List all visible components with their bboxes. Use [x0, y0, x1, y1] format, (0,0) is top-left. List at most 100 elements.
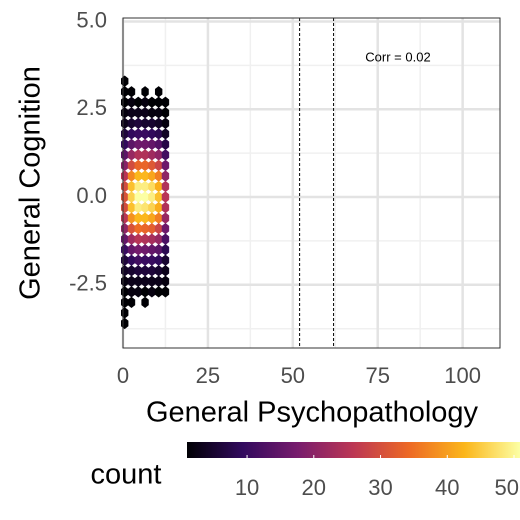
- hexbin: [127, 117, 136, 129]
- hexbin: [134, 170, 142, 182]
- hexbin: [134, 159, 142, 172]
- hexbin: [127, 128, 136, 140]
- y-tick-label: 2.5: [76, 95, 107, 120]
- hexbin: [141, 254, 149, 266]
- hexbin: [161, 170, 170, 182]
- hexbin: [148, 212, 156, 224]
- hexbin: [154, 107, 163, 119]
- hexbin: [127, 296, 136, 309]
- hexbin: [121, 191, 129, 203]
- hexbin: [121, 233, 129, 245]
- hexbin: [148, 233, 156, 245]
- hexbin: [154, 212, 163, 224]
- hexbin: [154, 222, 163, 235]
- hexbin: [148, 149, 156, 161]
- hexbin: [154, 233, 163, 245]
- hexbin: [161, 107, 170, 119]
- hexbin: [141, 138, 149, 151]
- hexbin: [134, 138, 142, 151]
- hexbin: [127, 222, 136, 235]
- annotation: Corr = 0.02: [365, 49, 430, 64]
- hexbin: [161, 254, 170, 266]
- hexbin: [161, 286, 170, 298]
- hexbin: [154, 170, 163, 182]
- hexbin: [148, 244, 156, 256]
- hexbin: [127, 244, 136, 256]
- x-tick-label: 50: [281, 363, 305, 388]
- hexbin: [134, 233, 142, 245]
- hexbin: [154, 149, 163, 161]
- hexbin: [134, 117, 142, 129]
- hexbin: [161, 117, 170, 129]
- hexbin: [161, 275, 170, 287]
- hexbin: [161, 201, 170, 214]
- hexbin: [148, 286, 156, 298]
- hexbin: [161, 128, 170, 140]
- hexbin: [161, 265, 170, 277]
- panel-border: [122, 17, 501, 349]
- hexbin: [121, 244, 129, 256]
- hexbin: [127, 159, 136, 172]
- hexbin: [141, 265, 149, 277]
- hexbin: [161, 191, 170, 203]
- hexbin: [141, 222, 149, 235]
- hexbin: [127, 286, 136, 298]
- hexbin: [148, 128, 156, 140]
- x-tick-label: 100: [444, 363, 481, 388]
- hexbin: [127, 275, 136, 287]
- hexbin: [127, 180, 136, 193]
- hexbin: [148, 265, 156, 277]
- hexbin: [127, 86, 136, 98]
- hexbin: [134, 212, 142, 224]
- hexbin: [121, 317, 129, 330]
- hexbin: [161, 244, 170, 256]
- colorbar-tick-label: 50: [495, 475, 519, 500]
- hexbin: [121, 159, 129, 172]
- hexbin: [121, 222, 129, 235]
- hexbin: [134, 107, 142, 119]
- hexbin: [161, 222, 170, 235]
- hexbin: [141, 201, 149, 214]
- hexbin: [127, 170, 136, 182]
- hexbin: [121, 275, 129, 287]
- hexbin: [154, 128, 163, 140]
- hexbin: [148, 275, 156, 287]
- hexbin: [148, 96, 156, 108]
- hexbin: [134, 286, 142, 298]
- hexbin: [141, 244, 149, 256]
- hexbin: [127, 212, 136, 224]
- colorbar-tick-label: 20: [302, 475, 326, 500]
- hexbin: [154, 138, 163, 151]
- hexbin: [148, 107, 156, 119]
- hexbin: [154, 180, 163, 193]
- hexbin: [121, 107, 129, 119]
- hexbin: [127, 265, 136, 277]
- y-tick-label: -2.5: [69, 271, 107, 296]
- hexbin: [154, 117, 163, 129]
- hexbin: [134, 128, 142, 140]
- hexbin: [141, 159, 149, 172]
- hexbin: [148, 180, 156, 193]
- hexbin: [121, 138, 129, 151]
- hexbin: [154, 159, 163, 172]
- hexbin: [154, 254, 163, 266]
- hexbin: [141, 128, 149, 140]
- hexbin: [148, 191, 156, 203]
- x-tick-label: 25: [196, 363, 220, 388]
- hexbin: [141, 286, 149, 298]
- hexbin: [141, 296, 149, 309]
- hexbin: [121, 296, 129, 309]
- hexbin: [148, 117, 156, 129]
- hexbin: [134, 96, 142, 108]
- hexbin: [121, 170, 129, 182]
- hexbin: [134, 275, 142, 287]
- hexbin: [127, 107, 136, 119]
- hexbin: [154, 191, 163, 203]
- hexbin: [134, 222, 142, 235]
- hexbin: [141, 107, 149, 119]
- hexbin: [127, 233, 136, 245]
- hexbin: [121, 128, 129, 140]
- hexbin: [121, 149, 129, 161]
- x-axis-title: General Psychopathology: [146, 397, 479, 429]
